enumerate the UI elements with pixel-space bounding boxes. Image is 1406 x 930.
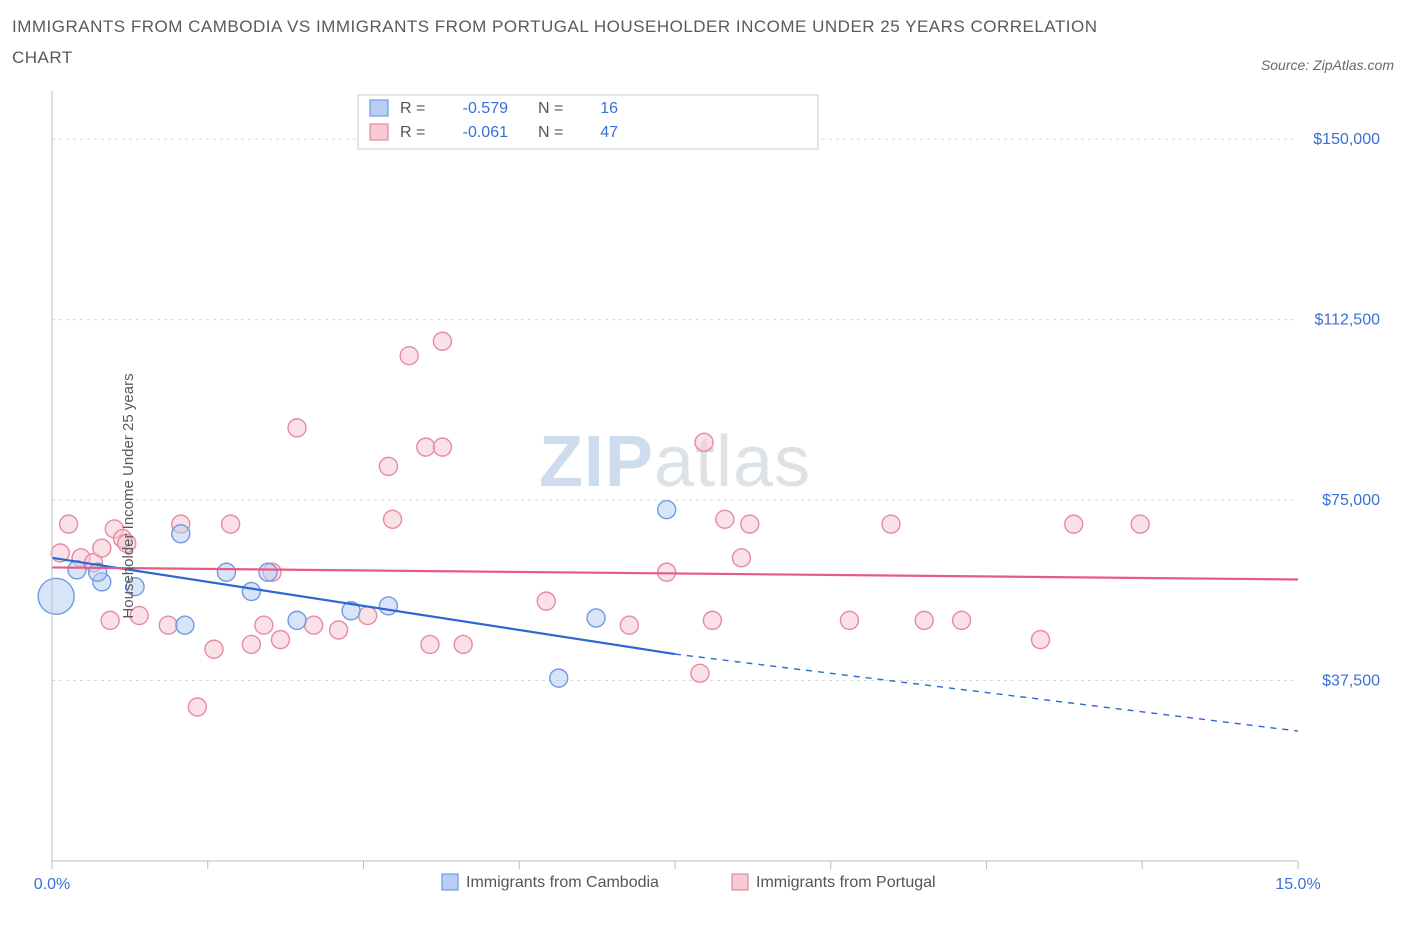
- portugal-point: [1031, 631, 1049, 649]
- portugal-point: [1065, 515, 1083, 533]
- portugal-point: [271, 631, 289, 649]
- legend-r-value: -0.061: [463, 124, 508, 141]
- source-prefix: Source:: [1261, 57, 1313, 73]
- portugal-point: [384, 511, 402, 529]
- portugal-point: [882, 515, 900, 533]
- portugal-point: [840, 612, 858, 630]
- scatter-chart: $37,500 $75,000 $112,500 $150,000 ZIPatlas 0.…: [12, 81, 1394, 911]
- portugal-point: [255, 616, 273, 634]
- portugal-point: [379, 458, 397, 476]
- y-tick-label: $75,000: [1322, 492, 1380, 509]
- chart-source: Source: ZipAtlas.com: [1261, 57, 1394, 73]
- portugal-point: [732, 549, 750, 567]
- portugal-point: [101, 612, 119, 630]
- portugal-point: [359, 607, 377, 625]
- portugal-point: [93, 539, 111, 557]
- portugal-point: [716, 511, 734, 529]
- bottom-legend-swatch: [442, 874, 458, 890]
- legend-r-label: R =: [400, 124, 425, 141]
- legend-n-value: 16: [600, 100, 618, 117]
- cambodia-point: [242, 583, 260, 601]
- portugal-point: [305, 616, 323, 634]
- portugal-point: [620, 616, 638, 634]
- legend-swatch: [370, 124, 388, 140]
- y-axis-label: Householder Income Under 25 years: [120, 374, 137, 619]
- legend-r-label: R =: [400, 100, 425, 117]
- bottom-legend-label: Immigrants from Portugal: [756, 874, 936, 891]
- cambodia-point: [176, 616, 194, 634]
- bottom-legend-swatch: [732, 874, 748, 890]
- portugal-point: [433, 332, 451, 350]
- cambodia-point: [172, 525, 190, 543]
- cambodia-point: [587, 609, 605, 627]
- portugal-point: [741, 515, 759, 533]
- cambodia-point: [379, 597, 397, 615]
- portugal-point: [205, 640, 223, 658]
- portugal-point: [330, 621, 348, 639]
- x-tick-label: 0.0%: [34, 876, 70, 893]
- portugal-point: [454, 636, 472, 654]
- portugal-point: [915, 612, 933, 630]
- portugal-point: [222, 515, 240, 533]
- legend-swatch: [370, 100, 388, 116]
- cambodia-point: [38, 579, 74, 615]
- x-tick-label: 15.0%: [1275, 876, 1320, 893]
- source-name: ZipAtlas.com: [1313, 57, 1394, 73]
- y-tick-label: $37,500: [1322, 673, 1380, 690]
- legend-n-label: N =: [538, 124, 563, 141]
- cambodia-point: [658, 501, 676, 519]
- y-tick-label: $112,500: [1314, 312, 1380, 329]
- stats-legend-box: [358, 95, 818, 149]
- portugal-point: [953, 612, 971, 630]
- chart-header: IMMIGRANTS FROM CAMBODIA VS IMMIGRANTS F…: [12, 12, 1394, 73]
- bottom-legend-label: Immigrants from Cambodia: [466, 874, 659, 891]
- portugal-point: [159, 616, 177, 634]
- portugal-point: [60, 515, 78, 533]
- portugal-point: [288, 419, 306, 437]
- portugal-point: [242, 636, 260, 654]
- portugal-point: [1131, 515, 1149, 533]
- portugal-point: [691, 665, 709, 683]
- portugal-point: [400, 347, 418, 365]
- portugal-point: [433, 438, 451, 456]
- chart-container: Householder Income Under 25 years $37,50…: [12, 81, 1394, 911]
- portugal-point: [703, 612, 721, 630]
- portugal-point: [417, 438, 435, 456]
- portugal-point: [421, 636, 439, 654]
- legend-r-value: -0.579: [463, 100, 508, 117]
- portugal-point: [188, 698, 206, 716]
- cambodia-point: [259, 563, 277, 581]
- cambodia-point: [217, 563, 235, 581]
- cambodia-point: [550, 669, 568, 687]
- y-tick-label: $150,000: [1313, 131, 1380, 148]
- legend-n-label: N =: [538, 100, 563, 117]
- legend-n-value: 47: [600, 124, 618, 141]
- portugal-point: [695, 434, 713, 452]
- cambodia-regression-extrapolation: [675, 654, 1298, 731]
- watermark: ZIPatlas: [539, 422, 811, 502]
- portugal-point: [537, 592, 555, 610]
- chart-title: IMMIGRANTS FROM CAMBODIA VS IMMIGRANTS F…: [12, 12, 1112, 73]
- cambodia-point: [288, 612, 306, 630]
